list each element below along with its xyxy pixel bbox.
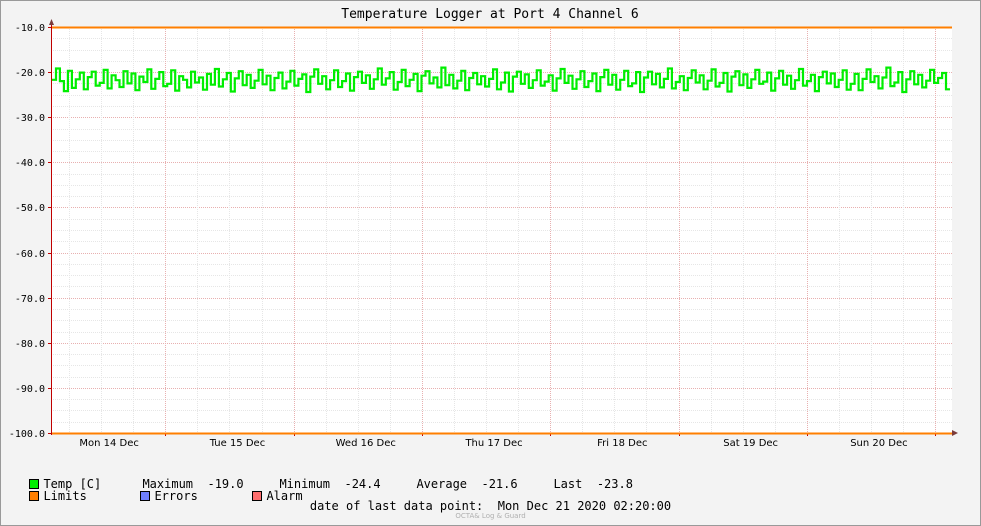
maximum-label: Maximum	[142, 477, 194, 491]
average-value: -21.6	[481, 477, 518, 491]
y-tick-label: -100.0	[9, 429, 45, 440]
y-tick-label: -60.0	[15, 249, 45, 260]
x-tick-label: Tue 15 Dec	[209, 438, 266, 449]
y-tick-label: -10.0	[15, 23, 45, 34]
temp-legend-label: Temp [C]	[43, 477, 102, 491]
alarm-legend: Alarm	[238, 475, 303, 503]
minimum-stat: Minimum -24.4	[265, 463, 381, 491]
alarm-legend-swatch	[252, 491, 263, 501]
legend-row-stats: Temp [C]	[15, 463, 101, 491]
chart-title: Temperature Logger at Port 4 Channel 6	[341, 7, 638, 22]
temp-series-line	[52, 66, 950, 94]
y-tick-label: -70.0	[15, 294, 45, 305]
axes	[49, 19, 958, 436]
last-stat: Last -23.8	[539, 463, 633, 491]
minimum-label: Minimum	[279, 477, 331, 491]
y-axis-ticks: -10.0 -20.0 -30.0 -40.0 -50.0 -60.0 -70.0 -80.0…	[9, 23, 51, 440]
last-label: Last	[553, 477, 583, 491]
x-tick-label: Thu 17 Dec	[464, 438, 522, 449]
temp-legend-swatch	[29, 479, 40, 489]
last-data-point: date of last data point: Mon Dec 21 2020…	[0, 499, 981, 513]
x-axis-arrow	[952, 430, 958, 436]
x-tick-label: Sun 20 Dec	[850, 438, 907, 449]
maximum-stat: Maximum -19.0	[128, 463, 244, 491]
minimum-value: -24.4	[344, 477, 381, 491]
y-tick-label: -90.0	[15, 384, 45, 395]
last-data-point-value: Mon Dec 21 2020 02:20:00	[497, 499, 672, 513]
temp-series	[52, 66, 950, 94]
alarm-legend-label: Alarm	[266, 489, 303, 503]
y-tick-label: -40.0	[15, 158, 45, 169]
limit-lines	[51, 26, 952, 435]
x-tick-label: Fri 18 Dec	[597, 438, 647, 449]
y-tick-label: -80.0	[15, 339, 45, 350]
limits-legend-swatch	[29, 491, 40, 501]
y-tick-label: -30.0	[15, 113, 45, 124]
errors-legend: Errors	[126, 475, 198, 503]
last-data-point-label: date of last data point:	[309, 499, 484, 513]
maximum-value: -19.0	[207, 477, 244, 491]
average-stat: Average -21.6	[402, 463, 518, 491]
y-tick-label: -50.0	[15, 203, 45, 214]
limits-legend: Limits	[15, 475, 87, 503]
last-value: -23.8	[596, 477, 633, 491]
x-axis-ticks: Mon 14 Dec Tue 15 Dec Wed 16 Dec Thu 17 Dec…	[79, 433, 936, 449]
x-tick-label: Mon 14 Dec	[79, 438, 139, 449]
average-label: Average	[416, 477, 468, 491]
errors-legend-label: Errors	[154, 489, 198, 503]
y-tick-label: -20.0	[15, 68, 45, 79]
x-tick-label: Sat 19 Dec	[723, 438, 778, 449]
x-tick-label: Wed 16 Dec	[336, 438, 396, 449]
errors-legend-swatch	[140, 491, 151, 501]
limits-legend-label: Limits	[43, 489, 87, 503]
watermark: OCTA& Log & Guard	[455, 512, 526, 520]
y-axis-arrow	[49, 19, 54, 25]
